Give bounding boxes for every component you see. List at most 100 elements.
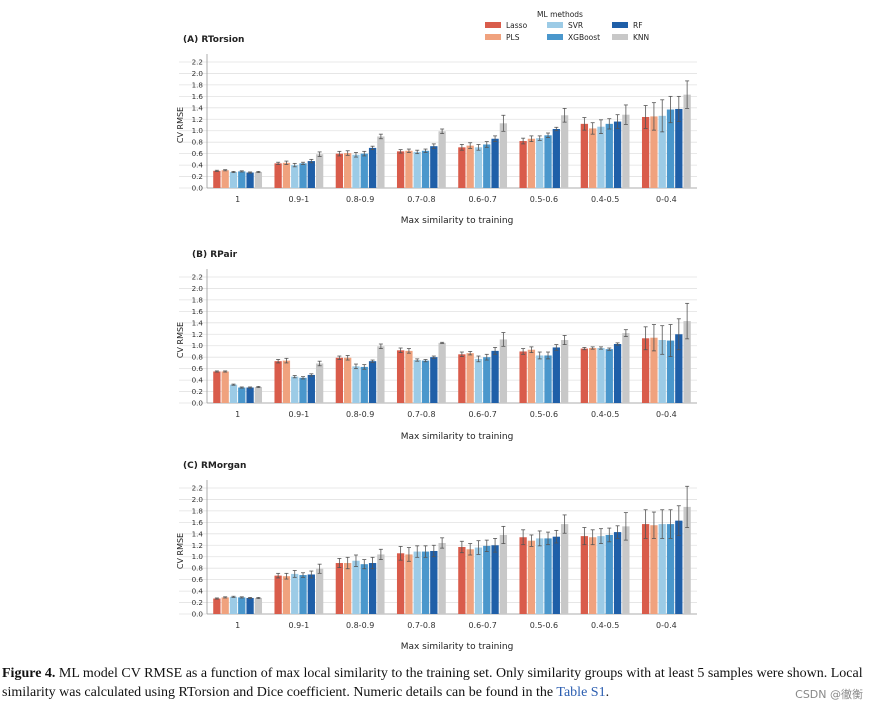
bar-rf xyxy=(675,108,683,188)
bar-rf xyxy=(613,121,622,188)
bar-knn xyxy=(560,340,569,403)
y-tick-label: 1.4 xyxy=(192,318,204,327)
bar-pls xyxy=(527,138,536,188)
y-tick-label: 1.4 xyxy=(192,103,204,112)
bar-xgboost xyxy=(421,551,430,614)
y-tick-label: 0.6 xyxy=(192,575,204,584)
bar-knn xyxy=(377,346,385,403)
bar-lasso xyxy=(213,371,221,403)
bar-svr xyxy=(413,151,421,188)
x-tick-label: 1 xyxy=(235,621,240,630)
bar-lasso xyxy=(458,354,466,403)
x-tick-label: 0.8-0.9 xyxy=(346,410,374,419)
bar-lasso xyxy=(458,546,466,614)
y-tick-label: 1.8 xyxy=(192,295,204,304)
bar-svr xyxy=(229,384,238,403)
y-tick-label: 0.6 xyxy=(192,364,204,373)
y-axis-label: CV RMSE xyxy=(176,107,185,143)
bar-xgboost xyxy=(483,545,491,614)
legend-swatch-knn xyxy=(612,34,628,40)
caption-end: . xyxy=(605,685,610,700)
bar-rf xyxy=(246,597,254,614)
bar-knn xyxy=(438,542,446,614)
table-s1-link[interactable]: Table S1 xyxy=(556,685,606,700)
bar-rf xyxy=(675,334,683,403)
y-tick-label: 1.2 xyxy=(192,330,203,339)
y-tick-label: 0.4 xyxy=(192,587,204,596)
y-tick-label: 1.0 xyxy=(192,552,204,561)
x-tick-label: 0.8-0.9 xyxy=(346,621,374,630)
x-tick-label: 0.6-0.7 xyxy=(468,621,496,630)
legend-label-lasso: Lasso xyxy=(506,21,528,30)
bar-rf xyxy=(430,357,438,403)
bar-lasso xyxy=(213,170,221,188)
y-tick-label: 1.6 xyxy=(192,307,204,316)
bar-rf xyxy=(246,172,254,188)
x-tick-label: 0-0.4 xyxy=(656,195,677,204)
x-tick-label: 0.5-0.6 xyxy=(530,621,558,630)
bar-rf xyxy=(430,146,438,188)
bar-pls xyxy=(589,348,597,403)
legend-label-rf: RF xyxy=(633,21,643,30)
bar-pls xyxy=(589,537,597,614)
bar-rf xyxy=(675,520,683,614)
bar-lasso xyxy=(274,361,282,403)
panel-rmorgan: (C) RMorgan 0.0 0.2 0.4 0.6 0.8 1.0 1.2 1.4 1.6 1.… xyxy=(176,461,697,652)
bar-svr xyxy=(658,340,666,403)
panel-title: (B) RPair xyxy=(192,250,238,260)
x-tick-label: 1 xyxy=(235,195,240,204)
bar-xgboost xyxy=(666,109,675,188)
bar-knn xyxy=(622,333,630,403)
y-tick-label: 2.0 xyxy=(192,495,204,504)
y-tick-label: 1.6 xyxy=(192,92,204,101)
y-tick-label: 2.0 xyxy=(192,69,204,78)
x-tick-label: 0.7-0.8 xyxy=(407,410,435,419)
bar-lasso xyxy=(641,524,650,614)
x-tick-label: 0.9-1 xyxy=(289,621,310,630)
panel-title: (C) RMorgan xyxy=(183,461,246,471)
y-tick-label: 1.8 xyxy=(192,506,204,515)
bar-knn xyxy=(377,554,385,614)
bar-rf xyxy=(552,536,560,614)
x-tick-label: 0.4-0.5 xyxy=(591,195,619,204)
y-tick-label: 0.8 xyxy=(192,138,204,147)
y-tick-label: 0.2 xyxy=(192,172,203,181)
bar-knn xyxy=(254,386,263,403)
bar-xgboost xyxy=(360,564,368,614)
bar-rf xyxy=(552,347,560,403)
x-tick-label: 0.7-0.8 xyxy=(407,195,435,204)
legend-label-knn: KNN xyxy=(633,33,649,42)
bar-svr xyxy=(291,573,299,614)
bar-lasso xyxy=(274,575,282,614)
bar-knn xyxy=(683,94,691,188)
bar-lasso xyxy=(396,151,405,188)
bar-pls xyxy=(344,357,352,403)
y-tick-label: 2.2 xyxy=(192,273,203,282)
bar-rf xyxy=(368,361,377,403)
bar-svr xyxy=(229,171,238,188)
legend-swatch-lasso xyxy=(485,22,501,28)
bar-lasso xyxy=(458,147,466,188)
bar-svr xyxy=(474,547,483,614)
bar-lasso xyxy=(519,141,527,188)
bar-pls xyxy=(466,353,474,403)
bar-svr xyxy=(352,366,360,403)
y-tick-label: 0.4 xyxy=(192,161,204,170)
y-axis-label: CV RMSE xyxy=(176,533,185,569)
bar-knn xyxy=(438,131,446,188)
bar-rf xyxy=(552,129,560,188)
bar-xgboost xyxy=(360,153,368,188)
bar-pls xyxy=(282,162,291,188)
bar-rf xyxy=(491,350,499,403)
bar-lasso xyxy=(641,116,650,188)
bar-pls xyxy=(527,349,536,403)
bar-xgboost xyxy=(299,163,307,188)
y-tick-label: 0.0 xyxy=(192,184,204,193)
legend-label-pls: PLS xyxy=(506,33,520,42)
bar-lasso xyxy=(519,537,527,614)
bar-pls xyxy=(650,337,658,403)
bar-xgboost xyxy=(421,360,430,403)
bar-lasso xyxy=(396,553,405,614)
bar-pls xyxy=(221,170,229,188)
x-tick-label: 0.6-0.7 xyxy=(468,195,496,204)
